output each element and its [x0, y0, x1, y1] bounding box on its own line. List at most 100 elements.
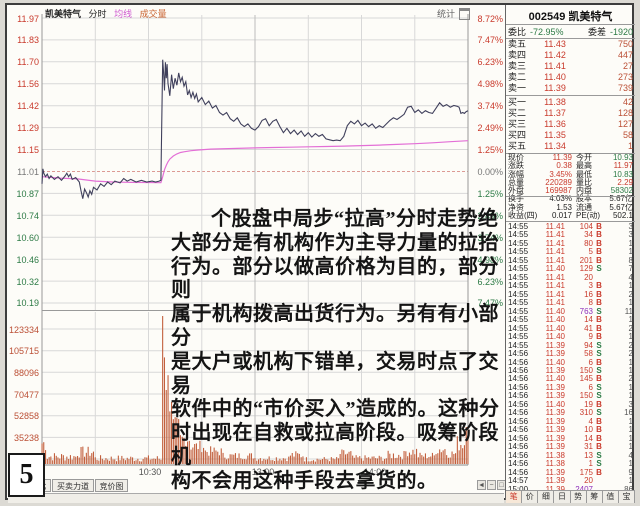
annotation-line: 行为。部分以做高价格为目的，部分则	[171, 255, 499, 302]
price-tick-label: 11.01	[17, 166, 39, 177]
tick-row: 14:56 11.39 58 S 2	[508, 349, 633, 359]
panel-tab-笔[interactable]: 笔	[506, 491, 523, 503]
tick-row: 14:56 11.40 6 B 1	[508, 357, 633, 367]
volume-tick-label: 123334	[8, 324, 39, 335]
stock-name: 凯美特气	[568, 11, 613, 23]
panel-tab-宝[interactable]: 宝	[618, 491, 635, 503]
percent-tick-label: 7.47%	[477, 35, 503, 46]
bottom-strip	[8, 493, 504, 503]
percent-tick-label: 3.74%	[477, 232, 503, 243]
weibi-label: 委比	[508, 27, 527, 37]
price-tick-label: 10.32	[16, 276, 39, 287]
annotation-line: 是大户或机构下错单，交易时点了交易	[171, 350, 499, 397]
info-row: 涨跌 0.38 最高 11.97	[508, 161, 633, 171]
divider	[506, 95, 635, 96]
chart-header: 凯美特气 分时 均线 成交量	[45, 7, 172, 20]
buy-order-row: 买一 11.38 42	[508, 97, 633, 107]
panel-tab-价[interactable]: 价	[522, 491, 539, 503]
tick-row: 14:55 11.41 3 B 1	[508, 281, 633, 291]
stock-code: 002549	[528, 11, 566, 23]
tick-row: 14:55 11.41 5 B 1	[508, 247, 633, 257]
annotation-text: 个股盘中局步“拉高”分时走势绝 大部分是有机构作为主导力量的拉抬 行为。部分以做高价…	[171, 208, 509, 494]
chart-control-button[interactable]: −	[487, 480, 496, 490]
panel-tab-势[interactable]: 势	[570, 491, 587, 503]
volume-label: 成交量	[139, 9, 167, 19]
ma-label: 均线	[114, 9, 133, 19]
price-tick-label: 11.42	[17, 101, 39, 112]
statistics-button-label: 统计	[437, 9, 456, 19]
annotation-line: 个股盘中局步“拉高”分时走势绝	[211, 208, 499, 230]
price-tick-label: 10.46	[16, 254, 39, 265]
percent-tick-label: 1.25%	[477, 145, 503, 156]
divider	[506, 38, 635, 39]
time-tick-label: 13:00	[251, 467, 275, 477]
tick-row: 14:55 11.40 14 B 1	[508, 315, 633, 325]
divider	[506, 221, 635, 222]
sell-order-row: 卖四 11.42 447	[508, 50, 633, 60]
info-row: 换手 4.03% 股本 5.67亿	[508, 194, 633, 204]
tick-row: 14:56 11.39 31 B 1	[508, 442, 633, 452]
info-row: 涨幅 3.45% 最低 10.83	[508, 169, 633, 179]
weicha-label: 委差	[587, 27, 606, 37]
sell-order-row: 卖二 11.40 273	[508, 72, 633, 82]
volume-tick-label: 70477	[13, 389, 39, 400]
tick-row: 14:56 11.39 4 B 1	[508, 416, 633, 426]
divider	[506, 153, 635, 154]
bottom-tab-买卖力道[interactable]: 买卖力道	[52, 479, 94, 492]
panel-divider	[505, 5, 506, 500]
view-label: 分时	[88, 9, 107, 19]
tick-row: 14:55 11.41 201 B 8	[508, 255, 633, 265]
chart-control-button[interactable]: ◄	[477, 480, 486, 490]
sell-order-row: 卖一 11.39 739	[508, 83, 633, 93]
annotation-line: 时出现在自救或拉高阶段。吸筹阶段机	[171, 422, 499, 468]
panel-tab-值[interactable]: 值	[602, 491, 619, 503]
volume-tick-label: 35238	[13, 432, 39, 443]
tick-row: 14:56 11.40 19 B 3	[508, 399, 633, 409]
percent-tick-label: 2.49%	[477, 123, 503, 134]
divider	[506, 24, 635, 25]
panel-tab-日[interactable]: 日	[554, 491, 571, 503]
sell-order-row: 卖三 11.41 27	[508, 61, 633, 71]
price-tick-label: 10.87	[16, 188, 39, 199]
percent-tick-label: 0.00%	[477, 166, 503, 177]
buy-order-row: 买二 11.37 128	[508, 108, 633, 118]
percent-tick-label: 8.72%	[477, 13, 503, 24]
annotation-line: 大部分是有机构作为主导力量的拉抬	[171, 231, 499, 254]
quote-panel: 002549 凯美特气 委比 -72.95% 委差 -1920 卖五 11.43 7…	[506, 5, 635, 503]
buy-orders: 买一 11.38 42 买二 11.37 128 买三 11.36 127 买四 11.35 58 买五…	[508, 97, 633, 152]
time-tick-label: 14:00	[363, 467, 387, 477]
bottom-tab-竞价图[interactable]: 竞价图	[95, 479, 128, 492]
panel-tab-细[interactable]: 细	[538, 491, 555, 503]
panel-tab-筹[interactable]: 筹	[586, 491, 603, 503]
tick-row: 14:55 11.40 41 B 2	[508, 323, 633, 333]
price-tick-label: 10.19	[16, 298, 39, 309]
tick-row: 14:56 11.39 10 B 1	[508, 425, 633, 435]
volume-tick-label: 88096	[13, 367, 39, 378]
window-icon	[459, 7, 471, 20]
tick-row: 14:55 11.41 34 B 3	[508, 230, 633, 240]
info-row: 现价 11.39 今开 10.93	[508, 153, 633, 162]
price-tick-label: 11.56	[17, 79, 39, 90]
percent-tick-label: 3.74%	[477, 101, 503, 112]
price-tick-label: 11.15	[17, 145, 39, 156]
percent-tick-label: 6.23%	[477, 57, 503, 68]
tick-row: 14:55 11.40 129 S 7	[508, 264, 633, 274]
buy-order-row: 买三 11.36 127	[508, 119, 633, 129]
percent-tick-label: 4.98%	[477, 79, 503, 90]
tick-row: 14:55 11.39 94 S 2	[508, 340, 633, 350]
statistics-button[interactable]: 统计	[437, 7, 471, 20]
tick-list: 14:55 11.41 104 B 3 14:55 11.41 34 B 3 14:55 11.41 8…	[508, 223, 633, 494]
page-number: 5	[19, 459, 34, 490]
divider	[506, 195, 635, 197]
panel-tab-bar: 笔价细日势筹值宝	[506, 490, 635, 503]
tick-row: 14:56 11.38 1 S 1	[508, 459, 633, 469]
price-tick-label: 11.29	[17, 123, 39, 134]
buy-order-row: 买五 11.34 1	[508, 141, 633, 151]
info-row: 收益(四) 0.017 PE(动) 502.1	[508, 211, 633, 221]
tick-row: 14:56 11.39 150 S 1	[508, 391, 633, 401]
price-tick-label: 10.60	[16, 232, 39, 243]
stock-name-label: 凯美特气	[45, 9, 82, 19]
tick-row: 14:55 11.41 8 B 1	[508, 298, 633, 308]
tick-row: 14:56 11.39 14 B 1	[508, 433, 633, 443]
